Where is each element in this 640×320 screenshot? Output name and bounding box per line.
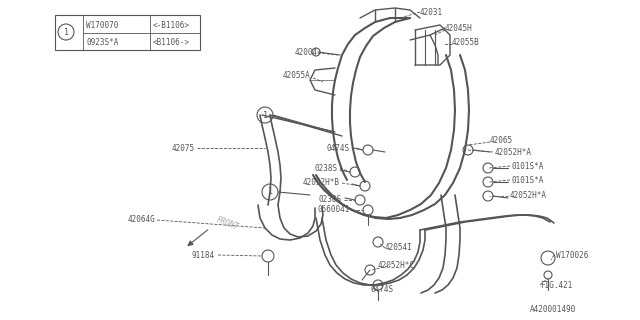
Text: 1: 1 <box>268 188 273 196</box>
Text: 0101S*A: 0101S*A <box>512 175 545 185</box>
Text: FRONT: FRONT <box>215 216 240 232</box>
Circle shape <box>541 251 555 265</box>
Text: 1: 1 <box>63 28 68 36</box>
Text: <B1106->: <B1106-> <box>153 37 190 46</box>
Text: 42052H*C: 42052H*C <box>378 261 415 270</box>
Text: 42045H: 42045H <box>445 23 473 33</box>
Text: 0238S: 0238S <box>319 196 342 204</box>
Circle shape <box>373 237 383 247</box>
Circle shape <box>463 145 473 155</box>
Circle shape <box>262 250 274 262</box>
Text: 42052H*A: 42052H*A <box>495 148 532 156</box>
Circle shape <box>483 163 493 173</box>
Circle shape <box>365 265 375 275</box>
Text: W170070: W170070 <box>86 20 118 29</box>
Text: 42031: 42031 <box>420 7 443 17</box>
Text: 0101S*A: 0101S*A <box>512 162 545 171</box>
Text: 0474S: 0474S <box>370 285 393 294</box>
Text: 42054I: 42054I <box>385 244 413 252</box>
Text: 42052H*B: 42052H*B <box>303 178 340 187</box>
Circle shape <box>373 280 383 290</box>
Text: 0560041: 0560041 <box>317 205 350 214</box>
Text: FIG.421: FIG.421 <box>540 281 572 290</box>
Circle shape <box>363 205 373 215</box>
Text: A420001490: A420001490 <box>530 306 576 315</box>
Text: 42004: 42004 <box>295 47 318 57</box>
Text: 42055B: 42055B <box>452 37 480 46</box>
Text: W170026: W170026 <box>556 251 588 260</box>
Circle shape <box>483 177 493 187</box>
Circle shape <box>262 184 278 200</box>
Circle shape <box>350 167 360 177</box>
Text: 42075: 42075 <box>172 143 195 153</box>
Text: 0474S: 0474S <box>327 143 350 153</box>
Text: 1: 1 <box>262 110 268 119</box>
Text: <-B1106>: <-B1106> <box>153 20 190 29</box>
Circle shape <box>483 191 493 201</box>
Text: 0238S: 0238S <box>315 164 338 172</box>
Text: 42055A: 42055A <box>282 70 310 79</box>
Text: 91184: 91184 <box>192 251 215 260</box>
Text: 0923S*A: 0923S*A <box>86 37 118 46</box>
Text: 42052H*A: 42052H*A <box>510 191 547 201</box>
Circle shape <box>312 48 320 56</box>
Bar <box>55 15 200 50</box>
Text: 42064G: 42064G <box>127 215 155 225</box>
Circle shape <box>360 181 370 191</box>
Text: 42065: 42065 <box>490 135 513 145</box>
Circle shape <box>355 195 365 205</box>
Circle shape <box>257 107 273 123</box>
Circle shape <box>363 145 373 155</box>
